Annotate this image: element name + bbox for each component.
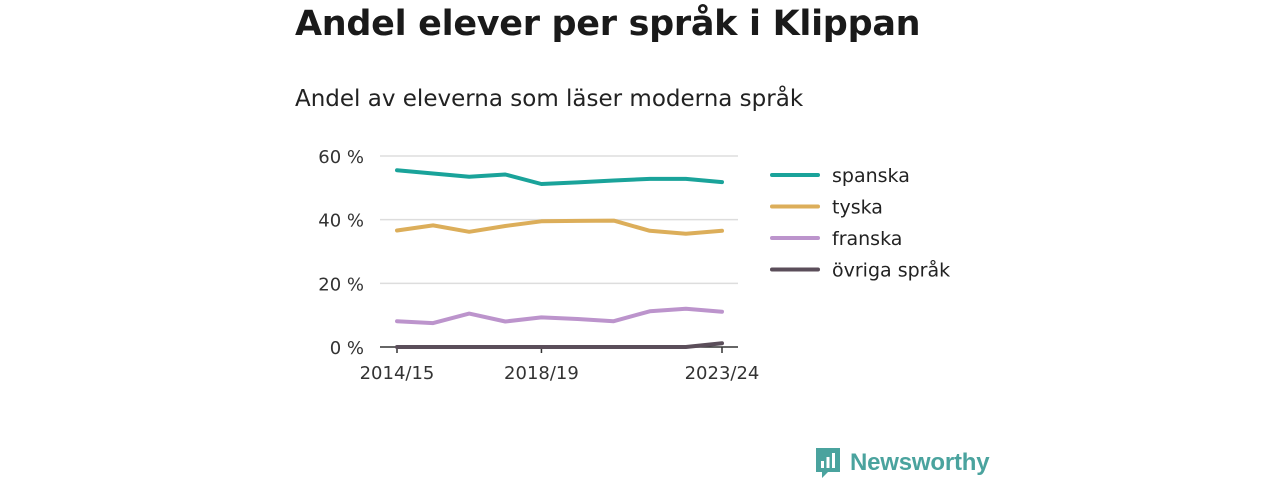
y-tick-label: 0 %: [330, 338, 364, 359]
series-line: [395, 168, 724, 186]
x-tick-label: 2023/24: [685, 363, 760, 384]
y-tick-label: 20 %: [318, 274, 364, 295]
newsworthy-logo-icon: [816, 448, 840, 478]
legend-label: franska: [832, 228, 902, 250]
newsworthy-logo: Newsworthy: [814, 446, 990, 480]
x-tick-label: 2014/15: [360, 363, 435, 384]
x-tick-label: 2018/19: [504, 363, 579, 384]
legend-label: tyska: [832, 197, 883, 219]
series-line: [395, 218, 724, 236]
chart-title: Andel elever per språk i Klippan: [295, 4, 921, 44]
series-line: [395, 306, 724, 326]
brand-name: Newsworthy: [850, 449, 990, 476]
legend-label: spanska: [832, 165, 910, 187]
chart-subtitle: Andel av eleverna som läser moderna språ…: [295, 86, 804, 112]
y-tick-label: 60 %: [318, 147, 364, 168]
series-line: [395, 341, 724, 349]
legend-label: övriga språk: [832, 259, 950, 282]
y-tick-label: 40 %: [318, 211, 364, 232]
